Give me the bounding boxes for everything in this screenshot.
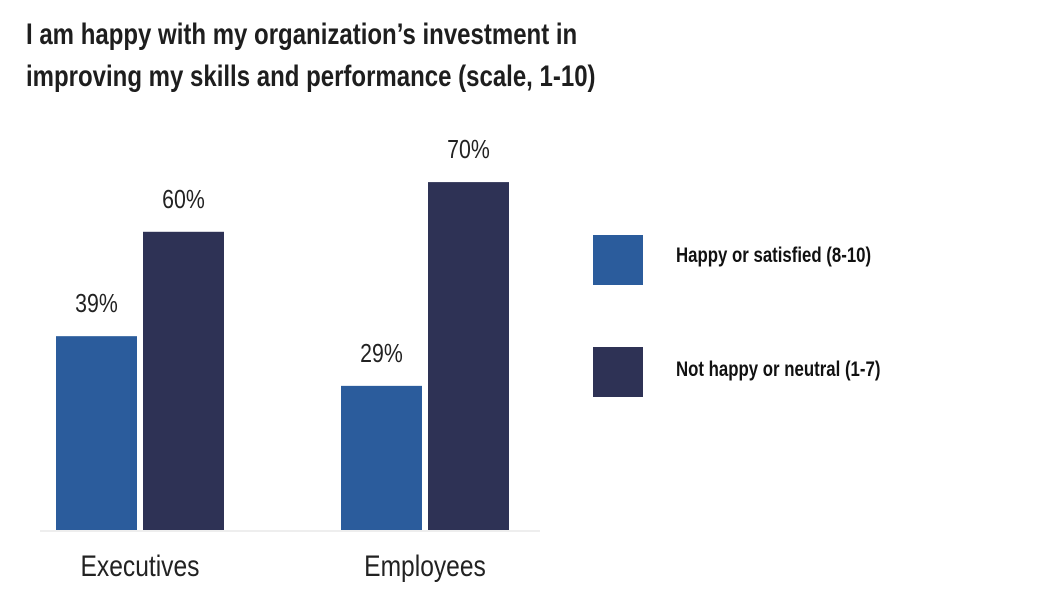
legend-label-happy: Happy or satisfied (8-10): [676, 244, 872, 267]
bar-employees-not-happy: [428, 182, 509, 530]
data-label: 29%: [360, 339, 403, 369]
title-line-1: I am happy with my organization’s invest…: [26, 18, 578, 51]
bar-executives-not-happy: [143, 231, 224, 531]
x-tick-label: Executives: [81, 549, 200, 583]
data-label: 39%: [75, 289, 118, 319]
bar-employees-happy: [341, 385, 422, 530]
data-label: 60%: [162, 185, 205, 215]
legend-swatch-not-happy: [593, 347, 643, 397]
data-label: 70%: [447, 135, 490, 165]
bar-executives-happy: [56, 336, 137, 530]
chart-title: I am happy with my organization’s invest…: [26, 14, 596, 98]
legend-label-not-happy: Not happy or neutral (1-7): [676, 358, 881, 381]
x-tick-label: Employees: [364, 549, 486, 583]
legend-swatch-happy: [593, 235, 643, 285]
title-line-2: improving my skills and performance (sca…: [26, 60, 596, 93]
